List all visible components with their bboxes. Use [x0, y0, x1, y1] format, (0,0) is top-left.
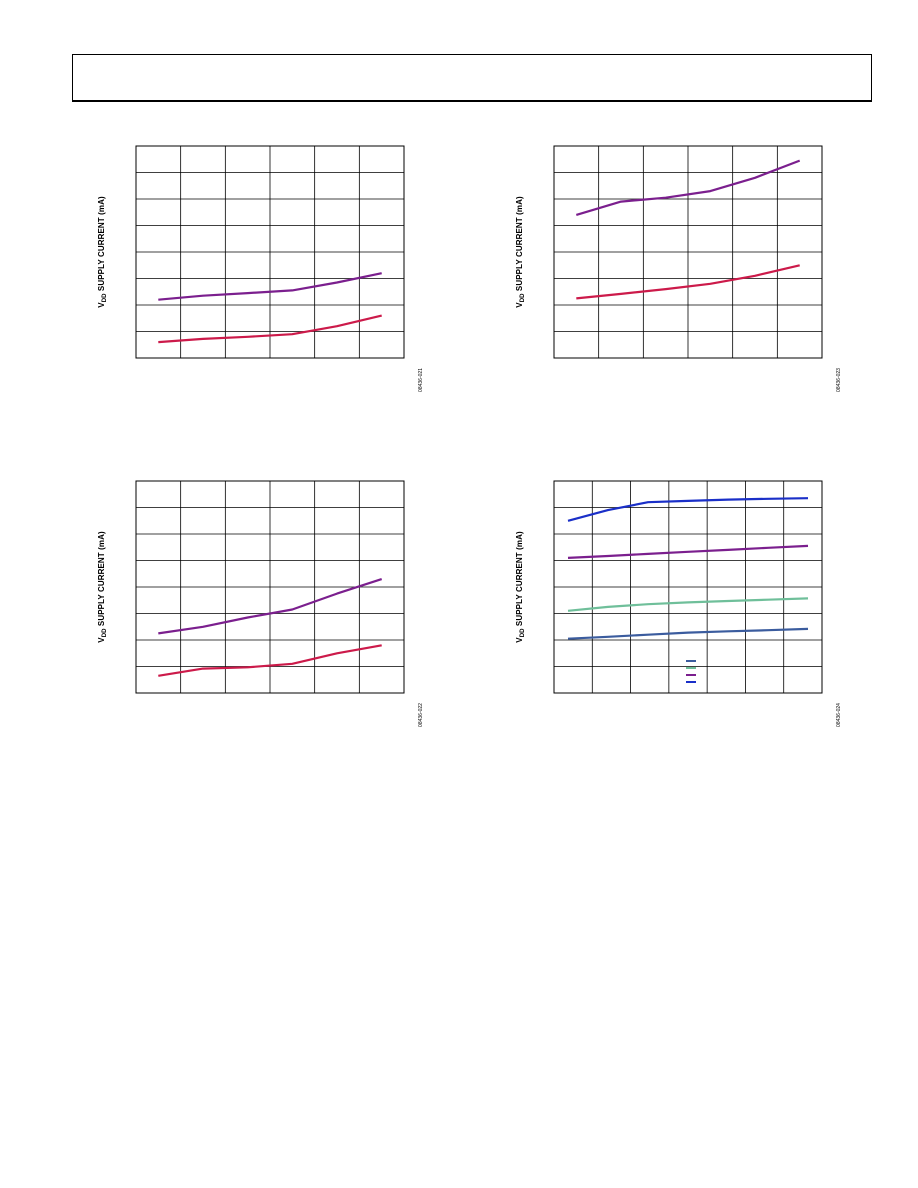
y-axis-label: VDD SUPPLY CURRENT (mA)	[515, 531, 526, 643]
plot-frame	[553, 145, 823, 359]
figure-id: 08436-022	[418, 703, 424, 727]
y-axis-label: VDD SUPPLY CURRENT (mA)	[97, 531, 108, 643]
y-axis-label: VDD SUPPLY CURRENT (mA)	[97, 196, 108, 308]
grid	[135, 145, 405, 359]
grid	[553, 145, 823, 359]
y-axis-label-prefix: V	[97, 637, 106, 643]
y-axis-label-subscript: DD	[520, 628, 526, 637]
chart-3: VDD SUPPLY CURRENT (mA) 08436-022	[92, 465, 492, 765]
legend	[686, 660, 696, 683]
y-axis-label-main: SUPPLY CURRENT (mA)	[515, 531, 524, 628]
y-axis-label-subscript: DD	[520, 293, 526, 302]
series-line-1	[567, 627, 809, 640]
chart-1: VDD SUPPLY CURRENT (mA) 08436-021	[92, 130, 492, 430]
series-line-2	[567, 597, 809, 612]
figure-id: 08436-023	[836, 368, 842, 392]
plot-frame	[135, 145, 405, 359]
figure-id: 08436-021	[418, 368, 424, 392]
y-axis-label: VDD SUPPLY CURRENT (mA)	[515, 196, 526, 308]
y-axis-label-prefix: V	[515, 302, 524, 308]
series-line-2	[158, 644, 382, 677]
series-line-4	[567, 497, 809, 522]
series-line-1	[158, 272, 382, 301]
y-axis-label-main: SUPPLY CURRENT (mA)	[515, 196, 524, 293]
chart-2: VDD SUPPLY CURRENT (mA) 08436-023	[510, 130, 910, 430]
chart-1-svg: VDD SUPPLY CURRENT (mA) 08436-021	[97, 145, 424, 392]
series-line-2	[576, 264, 800, 300]
series-line-1	[158, 578, 383, 635]
series-line-3	[567, 544, 809, 559]
grid	[135, 480, 405, 694]
y-axis-label-prefix: V	[97, 302, 106, 308]
series-line-2	[158, 314, 382, 344]
figure-id: 08436-024	[836, 703, 842, 727]
y-axis-label-subscript: DD	[102, 293, 108, 302]
y-axis-label-subscript: DD	[102, 628, 108, 637]
chart-4: VDD SUPPLY CURRENT (mA) 08436-024	[510, 465, 910, 765]
y-axis-label-prefix: V	[515, 637, 524, 643]
y-axis-label-main: SUPPLY CURRENT (mA)	[97, 196, 106, 293]
y-axis-label-main: SUPPLY CURRENT (mA)	[97, 531, 106, 628]
plot-frame	[553, 480, 823, 694]
plot-frame	[135, 480, 405, 694]
page-header-box	[72, 54, 872, 102]
chart-4-svg: VDD SUPPLY CURRENT (mA) 08436-024	[515, 480, 842, 727]
chart-2-svg: VDD SUPPLY CURRENT (mA) 08436-023	[515, 145, 842, 392]
series-line-1	[575, 159, 801, 216]
chart-3-svg: VDD SUPPLY CURRENT (mA) 08436-022	[97, 480, 424, 727]
